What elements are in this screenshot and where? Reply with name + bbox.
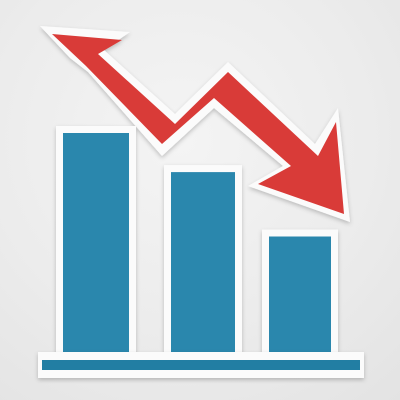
- bar-3: [262, 229, 338, 356]
- bar-group: [56, 126, 338, 356]
- trend-down-arrow-icon: [40, 26, 350, 222]
- chart-baseline: [38, 352, 364, 378]
- bar-2: [164, 165, 242, 356]
- bar-1: [56, 126, 136, 356]
